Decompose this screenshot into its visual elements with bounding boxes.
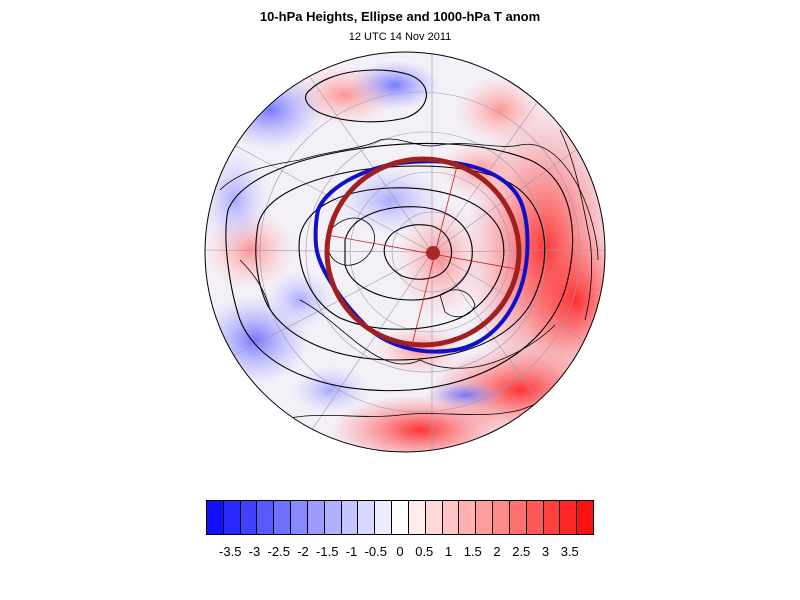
colorbar-tick-label: 1 [444, 544, 453, 559]
colorbar-swatch [392, 501, 409, 534]
colorbar-swatch [324, 501, 342, 534]
colorbar-swatch [408, 501, 426, 534]
globe-outline [204, 51, 606, 453]
vortex-centroid [426, 246, 440, 260]
colorbar-swatch [274, 501, 292, 534]
colorbar-swatch [425, 501, 443, 534]
colorbar-tick-label: -3.5 [219, 544, 242, 559]
colorbar-swatch [207, 501, 224, 534]
anomaly-field [205, 52, 605, 452]
colorbar-swatch [526, 501, 544, 534]
height-contours [225, 69, 574, 392]
colorbar-swatch [543, 501, 561, 534]
colorbar-swatch [307, 501, 325, 534]
colorbar-swatch [375, 501, 393, 534]
colorbar-swatch [459, 501, 477, 534]
colorbar-tick-label: 0.5 [415, 544, 434, 559]
colorbar-tick-label: 2.5 [512, 544, 531, 559]
chart-subtitle: 12 UTC 14 Nov 2011 [348, 31, 452, 43]
colorbar-tick-label: -2.5 [267, 544, 290, 559]
colorbar-swatch [257, 501, 275, 534]
chart-title: 10-hPa Heights, Ellipse and 1000-hPa T a… [259, 9, 541, 24]
colorbar-swatch [341, 501, 359, 534]
colorbar-tick-label: 0 [396, 544, 404, 559]
colorbar-swatch [560, 501, 578, 534]
colorbar-tick-label: 3.5 [560, 544, 579, 559]
colorbar-swatch [476, 501, 494, 534]
colorbar-swatch [442, 501, 460, 534]
colorbar-swatch [223, 501, 241, 534]
colorbar-swatch [358, 501, 376, 534]
ellipse-major-axis [326, 234, 523, 271]
colorbar-tick-label: 2 [493, 544, 501, 559]
colorbar-tick-label: -3 [248, 544, 261, 559]
colorbar-tick-label: -1.5 [316, 544, 339, 559]
colorbar-tick-label: -1 [345, 544, 358, 559]
colorbar-tick-labels: -3.5 -3 -2.5 -2 -1.5 -1 -0.5 0 0.5 1 1.5 2 2.5 3 3.5 [0, 544, 800, 564]
colorbar-tick-label: -2 [297, 544, 309, 559]
colorbar-swatch [509, 501, 527, 534]
colorbar-tick-label: 1.5 [463, 544, 482, 559]
colorbar-swatch [493, 501, 510, 534]
colorbar-swatch [577, 501, 594, 534]
colorbar-tick-label: 3 [541, 544, 550, 559]
colorbar-tick-label: -0.5 [364, 544, 387, 559]
colorbar-swatch [291, 501, 308, 534]
colorbar [206, 500, 594, 535]
colorbar-swatch [240, 501, 258, 534]
vortex-ellipse [324, 156, 522, 348]
